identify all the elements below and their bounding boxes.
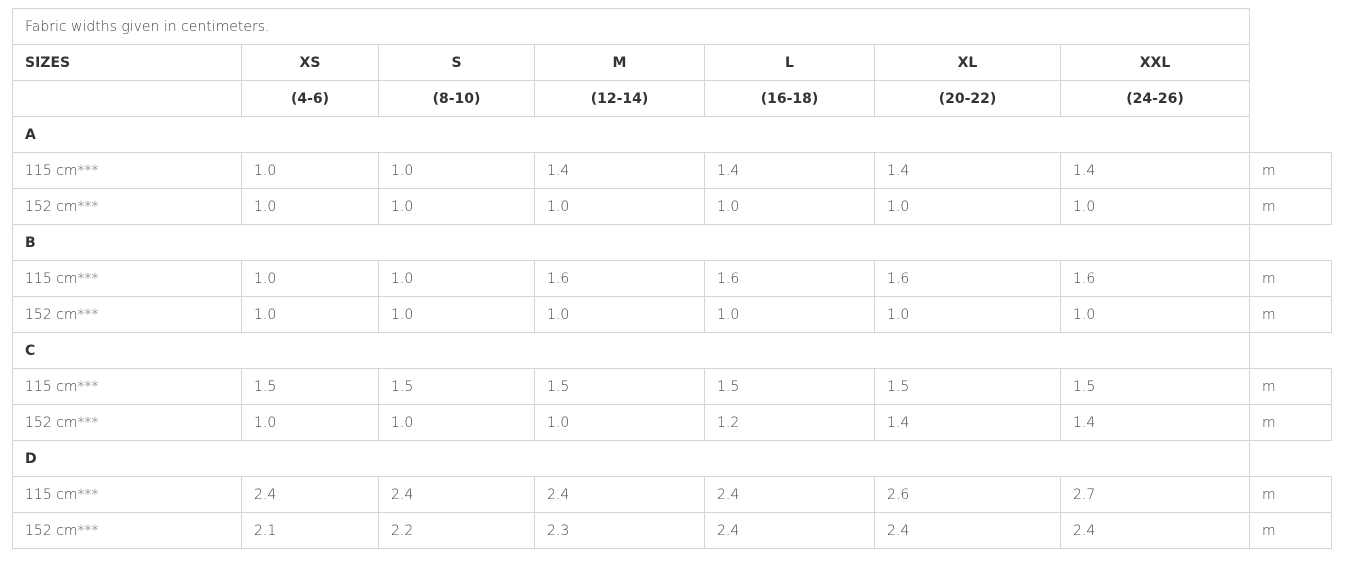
size-header: M <box>534 44 705 81</box>
yardage-value: 1.4 <box>704 152 875 189</box>
yardage-value: 1.0 <box>241 188 379 225</box>
yardage-value: 2.4 <box>704 512 875 549</box>
size-range-header: (12-14) <box>534 80 705 117</box>
unit-label: m <box>1249 296 1332 333</box>
yardage-value: 1.5 <box>1060 368 1250 405</box>
yardage-value: 1.5 <box>704 368 875 405</box>
yardage-value: 1.0 <box>704 188 875 225</box>
size-range-header: (16-18) <box>704 80 875 117</box>
group-label: A <box>12 116 1250 153</box>
unit-label: m <box>1249 260 1332 297</box>
unit-label: m <box>1249 404 1332 441</box>
yardage-value: 1.6 <box>534 260 705 297</box>
yardage-value: 1.0 <box>241 152 379 189</box>
yardage-value: 1.4 <box>874 404 1061 441</box>
size-range-header: (8-10) <box>378 80 535 117</box>
unit-label: m <box>1249 152 1332 189</box>
yardage-value: 2.4 <box>378 476 535 513</box>
yardage-value: 1.0 <box>874 188 1061 225</box>
yardage-value: 1.5 <box>874 368 1061 405</box>
yardage-value: 1.0 <box>241 296 379 333</box>
yardage-value: 1.6 <box>704 260 875 297</box>
group-label: C <box>12 332 1250 369</box>
yardage-value: 1.0 <box>1060 188 1250 225</box>
fabric-width: 115 cm*** <box>12 368 242 405</box>
yardage-value: 1.5 <box>534 368 705 405</box>
size-header: XS <box>241 44 379 81</box>
size-header: XL <box>874 44 1061 81</box>
unit-label: m <box>1249 512 1332 549</box>
size-header: L <box>704 44 875 81</box>
table-caption: Fabric widths given in centimeters. <box>12 8 1250 45</box>
yardage-value: 2.1 <box>241 512 379 549</box>
yardage-value: 2.6 <box>874 476 1061 513</box>
group-label: D <box>12 440 1250 477</box>
yardage-value: 1.4 <box>874 152 1061 189</box>
yardage-value: 2.3 <box>534 512 705 549</box>
fabric-width: 152 cm*** <box>12 188 242 225</box>
yardage-value: 1.4 <box>534 152 705 189</box>
yardage-value: 1.5 <box>378 368 535 405</box>
yardage-value: 1.0 <box>704 296 875 333</box>
size-range-header: (4-6) <box>241 80 379 117</box>
yardage-value: 1.0 <box>534 188 705 225</box>
yardage-value: 2.4 <box>874 512 1061 549</box>
yardage-value: 1.0 <box>378 260 535 297</box>
unit-label: m <box>1249 188 1332 225</box>
yardage-value: 2.4 <box>704 476 875 513</box>
yardage-value: 1.0 <box>534 296 705 333</box>
yardage-value: 1.5 <box>241 368 379 405</box>
yardage-value: 1.0 <box>378 296 535 333</box>
yardage-value: 1.6 <box>1060 260 1250 297</box>
yardage-value: 2.4 <box>241 476 379 513</box>
fabric-width: 152 cm*** <box>12 404 242 441</box>
yardage-value: 1.2 <box>704 404 875 441</box>
yardage-value: 1.6 <box>874 260 1061 297</box>
yardage-value: 2.2 <box>378 512 535 549</box>
yardage-value: 1.0 <box>378 152 535 189</box>
yardage-value: 2.7 <box>1060 476 1250 513</box>
yardage-value: 1.0 <box>378 404 535 441</box>
fabric-width: 115 cm*** <box>12 260 242 297</box>
fabric-width: 152 cm*** <box>12 512 242 549</box>
yardage-value: 1.0 <box>1060 296 1250 333</box>
yardage-value: 1.4 <box>1060 152 1250 189</box>
yardage-value: 1.0 <box>241 260 379 297</box>
yardage-value: 1.0 <box>874 296 1061 333</box>
sizes-label: SIZES <box>12 44 242 81</box>
fabric-width: 152 cm*** <box>12 296 242 333</box>
empty-cell <box>12 80 242 117</box>
size-header: S <box>378 44 535 81</box>
yardage-value: 2.4 <box>1060 512 1250 549</box>
group-label: B <box>12 224 1250 261</box>
yardage-value: 2.4 <box>534 476 705 513</box>
fabric-width: 115 cm*** <box>12 152 242 189</box>
yardage-value: 1.0 <box>378 188 535 225</box>
yardage-value: 1.4 <box>1060 404 1250 441</box>
fabric-width: 115 cm*** <box>12 476 242 513</box>
size-range-header: (24-26) <box>1060 80 1250 117</box>
yardage-value: 1.0 <box>241 404 379 441</box>
unit-label: m <box>1249 368 1332 405</box>
size-header: XXL <box>1060 44 1250 81</box>
yardage-value: 1.0 <box>534 404 705 441</box>
size-range-header: (20-22) <box>874 80 1061 117</box>
unit-label: m <box>1249 476 1332 513</box>
